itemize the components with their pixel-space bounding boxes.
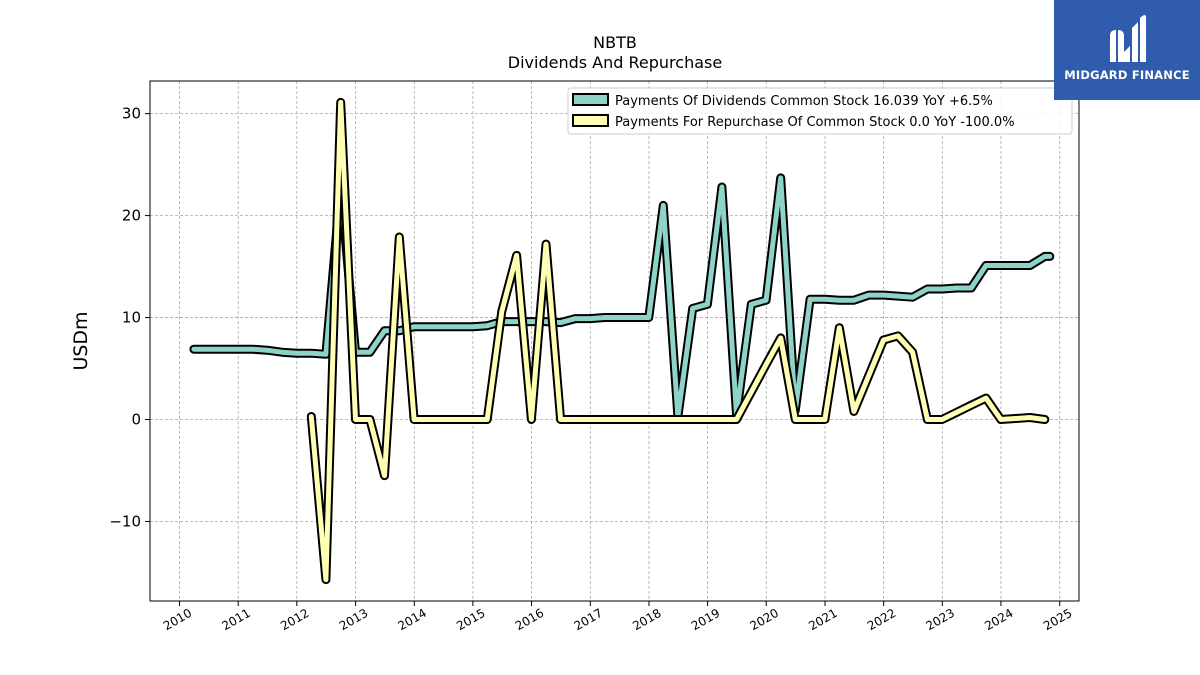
grid-lines: [150, 81, 1079, 601]
x-tick-label: 2018: [630, 606, 663, 633]
x-tick-label: 2017: [572, 606, 605, 633]
legend-swatch-repurchase: [572, 114, 609, 127]
y-axis: −10 0 10 20 30: [109, 105, 150, 530]
logo-mark-icon: [1110, 15, 1146, 62]
x-tick-label: 2014: [396, 606, 429, 633]
x-tick-label: 2021: [806, 606, 839, 633]
y-tick-label: −10: [109, 512, 141, 530]
chart-title: NBTB: [593, 33, 637, 52]
x-tick-label: 2019: [689, 606, 722, 633]
y-tick-label: 10: [122, 309, 141, 327]
y-tick-label: 20: [122, 207, 141, 225]
series-layer: [189, 97, 1055, 585]
x-tick-label: 2011: [219, 606, 252, 633]
repurchase-line: [308, 99, 1048, 583]
x-tick-label: 2022: [865, 606, 898, 633]
y-tick-label: 0: [131, 411, 141, 429]
x-tick-label: 2010: [161, 606, 194, 633]
legend-label-repurchase: Payments For Repurchase Of Common Stock …: [615, 115, 1015, 130]
x-axis: 2010 2011 2012 2013 2014 2015 2016 2017 2018 2019…: [161, 601, 1074, 633]
y-axis-label: USDm: [70, 311, 92, 370]
x-tick-label: 2013: [337, 606, 370, 633]
repurchase-line-outline: [306, 97, 1050, 585]
midgard-finance-logo: MIDGARD FINANCE: [1054, 0, 1200, 100]
x-tick-label: 2024: [982, 606, 1015, 633]
legend: Payments Of Dividends Common Stock 16.03…: [567, 87, 1073, 135]
legend-box: [567, 87, 1073, 135]
legend-swatch-dividends: [572, 93, 609, 106]
x-tick-label: 2023: [924, 606, 957, 633]
legend-label-dividends: Payments Of Dividends Common Stock 16.03…: [615, 94, 993, 109]
plot-frame: [149, 80, 1080, 602]
logo-text: MIDGARD FINANCE: [1064, 68, 1190, 82]
y-tick-label: 30: [122, 105, 141, 123]
x-tick-label: 2025: [1041, 606, 1074, 633]
x-tick-label: 2020: [748, 606, 781, 633]
x-tick-label: 2015: [454, 606, 487, 633]
x-tick-label: 2016: [513, 606, 546, 633]
chart-subtitle: Dividends And Repurchase: [508, 53, 722, 72]
x-tick-label: 2012: [278, 606, 311, 633]
